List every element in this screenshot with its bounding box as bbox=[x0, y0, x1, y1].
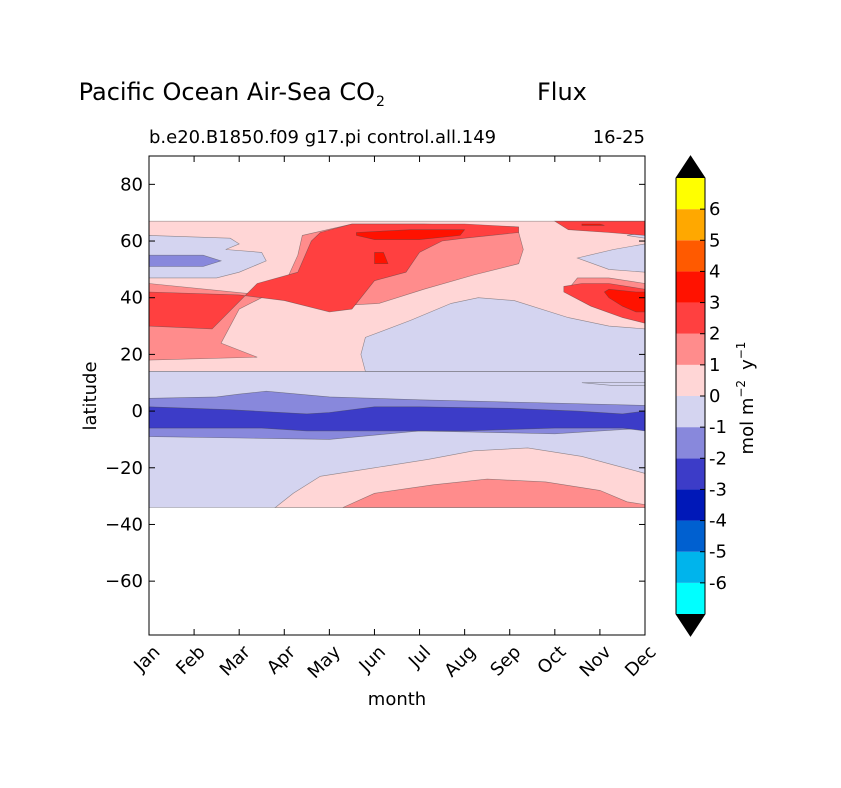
x-tick-label: Jun bbox=[355, 642, 390, 677]
colorbar-tick-label: -4 bbox=[709, 511, 727, 532]
y-tick-label: 40 bbox=[120, 288, 143, 309]
colorbar-outline bbox=[675, 155, 706, 637]
y-tick-label: 80 bbox=[120, 174, 143, 195]
colorbar-label-unit2: y bbox=[737, 359, 758, 370]
x-tick-label: Mar bbox=[216, 641, 255, 680]
subtitle-right: 16-25 bbox=[593, 127, 645, 148]
colorbar-segment bbox=[676, 178, 705, 210]
colorbar-tick-label: 6 bbox=[709, 199, 720, 220]
x-tick-label: Dec bbox=[621, 642, 660, 681]
x-tick-label: Jul bbox=[404, 642, 435, 673]
subtitle-left: b.e20.B1850.f09 g17.pi control.all.149 bbox=[149, 127, 496, 148]
colorbar-segment bbox=[676, 520, 705, 552]
colorbar-tick-label: 4 bbox=[709, 261, 720, 282]
colorbar-label-exp2: −1 bbox=[734, 342, 748, 360]
x-tick-label: Oct bbox=[533, 642, 570, 679]
x-tick-label: Apr bbox=[263, 641, 300, 678]
colorbar-tick-label: -6 bbox=[709, 573, 727, 594]
colorbar-tick-label: 5 bbox=[709, 230, 720, 251]
colorbar-segment bbox=[676, 364, 705, 396]
colorbar-tick-label: 1 bbox=[709, 355, 720, 376]
colorbar-tick-label: 2 bbox=[709, 324, 720, 345]
colorbar-tick-label: -2 bbox=[709, 448, 727, 469]
contour-region-14 bbox=[553, 220, 646, 236]
colorbar-extend-min bbox=[676, 614, 705, 636]
colorbar-segment bbox=[676, 271, 705, 303]
y-tick-label: −40 bbox=[105, 514, 143, 535]
colorbar-segment bbox=[676, 240, 705, 272]
contour-region-12 bbox=[148, 223, 520, 330]
x-tick-label: Nov bbox=[576, 641, 616, 681]
colorbar-tick-label: -3 bbox=[709, 479, 727, 500]
chart-title-subscript: 2 bbox=[376, 94, 385, 110]
x-axis-label: month bbox=[368, 689, 426, 710]
plot-frame bbox=[148, 155, 646, 636]
x-tick-label: Sep bbox=[486, 642, 525, 681]
x-tick-label: Jan bbox=[129, 642, 164, 677]
y-tick-label: 0 bbox=[132, 401, 143, 422]
colorbar-segment bbox=[676, 396, 705, 428]
colorbar-segment bbox=[676, 551, 705, 583]
y-tick-label: 60 bbox=[120, 231, 143, 252]
y-tick-label: −20 bbox=[105, 458, 143, 479]
x-tick-label: Feb bbox=[172, 642, 209, 679]
x-tick-label: Aug bbox=[440, 642, 480, 682]
colorbar-segment bbox=[676, 333, 705, 365]
y-tick-label: −60 bbox=[105, 571, 143, 592]
plot-area bbox=[148, 155, 646, 636]
contour-region-16 bbox=[374, 252, 389, 265]
chart-title: Pacific Ocean Air-Sea CO bbox=[79, 78, 375, 106]
colorbar-label: mol m−2 y−1 bbox=[734, 342, 758, 455]
colorbar-segment bbox=[676, 209, 705, 241]
colorbar-segment bbox=[676, 458, 705, 490]
y-axis-label: latitude bbox=[80, 361, 101, 430]
colorbar: 6 5 4 3 2 1 0 -1 -2 -3 -4 -5 -6 bbox=[675, 155, 727, 637]
colorbar-tick-label: -1 bbox=[709, 417, 727, 438]
chart-title-suffix: Flux bbox=[537, 78, 587, 106]
colorbar-segment bbox=[676, 302, 705, 334]
colorbar-segment bbox=[676, 582, 705, 614]
colorbar-label-unit: mol m bbox=[737, 398, 758, 455]
colorbar-extend-max bbox=[676, 156, 705, 178]
colorbar-segment bbox=[676, 427, 705, 459]
colorbar-tick-label: 3 bbox=[709, 293, 720, 314]
colorbar-segment bbox=[676, 489, 705, 521]
colorbar-label-exp1: −2 bbox=[734, 380, 748, 398]
contour-region-15 bbox=[356, 229, 466, 240]
y-tick-label: 20 bbox=[120, 344, 143, 365]
contour-region-4 bbox=[360, 297, 646, 372]
contour-region-18 bbox=[581, 223, 605, 226]
x-tick-label: May bbox=[304, 641, 345, 682]
contour-region-17 bbox=[603, 288, 646, 313]
colorbar-tick-label: -5 bbox=[709, 542, 727, 563]
svg-text:mol m−2y−1: mol m−2 y−1 bbox=[734, 342, 758, 455]
colorbar-tick-label: 0 bbox=[709, 386, 720, 407]
